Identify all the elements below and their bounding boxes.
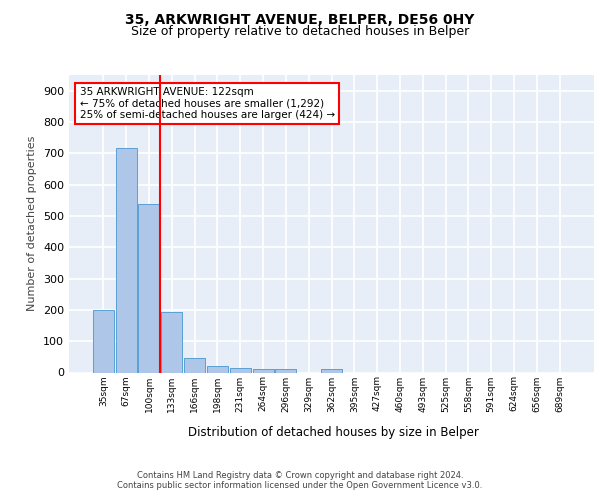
Y-axis label: Number of detached properties: Number of detached properties: [28, 136, 37, 312]
Bar: [253, 368, 274, 372]
Bar: [184, 358, 205, 372]
Bar: [161, 312, 182, 372]
Bar: [321, 370, 342, 372]
Text: Contains HM Land Registry data © Crown copyright and database right 2024.
Contai: Contains HM Land Registry data © Crown c…: [118, 470, 482, 490]
Text: 35, ARKWRIGHT AVENUE, BELPER, DE56 0HY: 35, ARKWRIGHT AVENUE, BELPER, DE56 0HY: [125, 12, 475, 26]
Text: Size of property relative to detached houses in Belper: Size of property relative to detached ho…: [131, 25, 469, 38]
Bar: [275, 370, 296, 372]
Bar: [139, 204, 160, 372]
Bar: [230, 368, 251, 372]
Bar: [207, 366, 228, 372]
Text: Distribution of detached houses by size in Belper: Distribution of detached houses by size …: [188, 426, 478, 439]
Bar: [116, 148, 137, 372]
Text: 35 ARKWRIGHT AVENUE: 122sqm
← 75% of detached houses are smaller (1,292)
25% of : 35 ARKWRIGHT AVENUE: 122sqm ← 75% of det…: [79, 87, 335, 120]
Bar: [93, 310, 114, 372]
